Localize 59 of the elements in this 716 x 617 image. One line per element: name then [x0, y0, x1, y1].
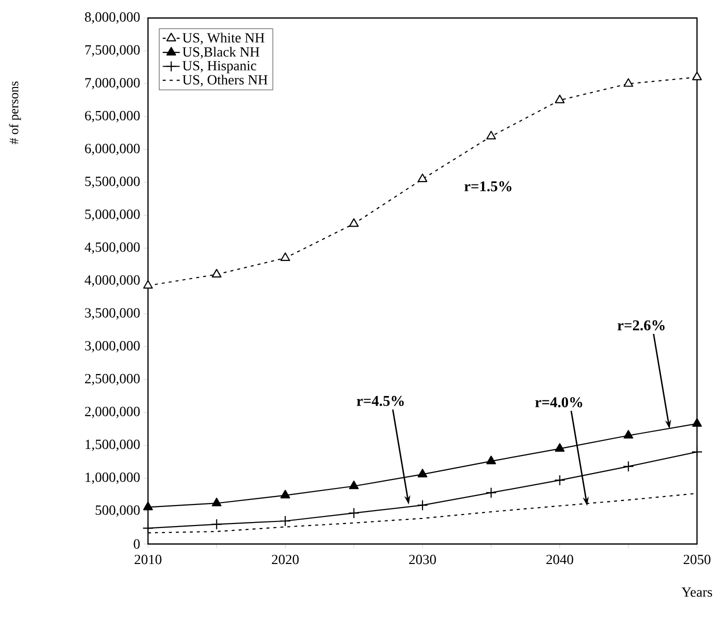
point: [692, 72, 702, 80]
y-tick-label: 0: [134, 539, 140, 549]
x-tick-label: 2030: [409, 554, 436, 564]
annotation: r=4.0%: [535, 397, 582, 408]
point: [143, 280, 153, 289]
y-tick-label: 3,500,000: [85, 308, 140, 320]
x-axis-title: Years: [682, 588, 712, 597]
point: [280, 515, 291, 527]
point: [212, 498, 222, 506]
point: [554, 474, 566, 486]
y-tick-label: 2,500,000: [85, 374, 140, 386]
x-tick-label: 2050: [684, 554, 710, 564]
legend-label: US, Hispanic: [182, 61, 256, 74]
point: [622, 460, 634, 472]
point: [142, 522, 154, 534]
y-tick-label: 1,500,000: [86, 440, 140, 452]
x-tick-label: 2040: [546, 554, 574, 564]
point: [554, 443, 565, 452]
y-tick-label: 2,000,000: [85, 406, 140, 418]
y-tick-label: 1,000,000: [86, 472, 140, 484]
point: [143, 502, 153, 510]
y-tick-label: 7,500,000: [85, 45, 140, 57]
y-tick-label: 7,000,000: [85, 78, 140, 90]
legend-label: US, White NH: [182, 32, 264, 45]
legend-label: US,Black NH: [182, 46, 260, 59]
y-tick-label: 3,000,000: [85, 341, 140, 352]
point: [418, 174, 428, 182]
point: [691, 446, 703, 458]
x-tick-label: 2020: [272, 554, 299, 564]
point: [486, 456, 496, 464]
point: [211, 518, 222, 530]
y-tick-label: 500,000: [96, 505, 140, 517]
point: [624, 430, 634, 439]
point: [280, 252, 290, 262]
y-tick-label: 8,000,000: [84, 12, 140, 24]
annotation: r=2.6%: [618, 320, 665, 330]
legend-label: US, Others NH: [182, 74, 268, 87]
y-tick-label: 4,500,000: [84, 242, 140, 254]
y-tick-label: 5,000,000: [85, 210, 140, 221]
y-axis-title: # of persons: [9, 81, 21, 144]
y-tick-label: 5,500,000: [85, 176, 140, 188]
y-tick-label: 4,000,000: [84, 275, 140, 287]
y-tick-label: 6,000,000: [85, 144, 140, 156]
x-tick-label: 2010: [134, 554, 162, 564]
point: [554, 94, 565, 104]
y-tick-label: 6,500,000: [85, 110, 140, 122]
point: [486, 487, 497, 498]
point: [624, 78, 634, 87]
point: [416, 500, 428, 511]
annotation: r=4.5%: [356, 396, 404, 406]
point: [349, 480, 359, 490]
point: [486, 130, 496, 140]
point: [348, 508, 360, 519]
point: [212, 268, 222, 278]
annotation: r=1.5%: [464, 181, 512, 192]
point: [280, 490, 290, 498]
point: [692, 418, 702, 427]
point: [349, 218, 359, 227]
point: [418, 468, 428, 478]
